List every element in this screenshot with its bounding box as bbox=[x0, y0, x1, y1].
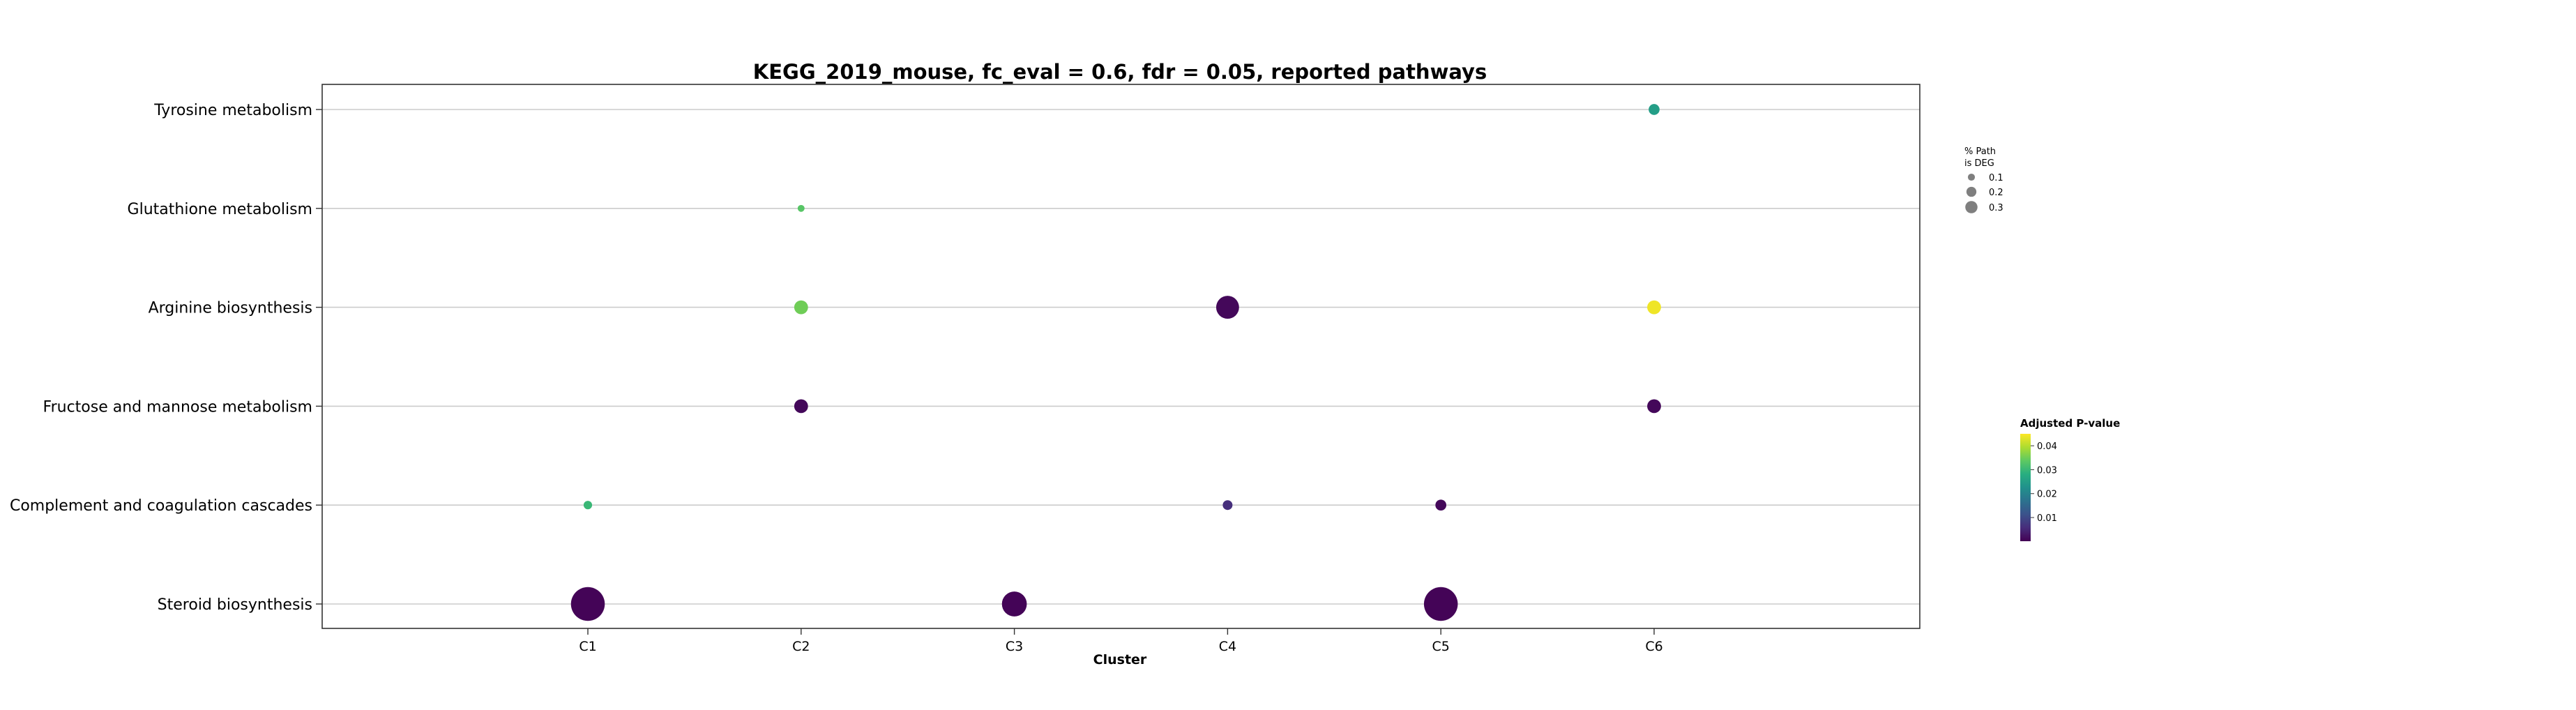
size-legend-label-3: 0.3 bbox=[1989, 203, 2003, 213]
size-legend-label-1: 0.1 bbox=[1989, 173, 2003, 183]
x-tick-labels: C1 C2 C3 C4 C5 C6 bbox=[579, 628, 1663, 654]
colorbar-tick-label-4: 0.04 bbox=[2037, 441, 2057, 452]
data-points bbox=[570, 104, 1661, 621]
x-tick-label-c6: C6 bbox=[1645, 639, 1662, 654]
size-legend-label-2: 0.2 bbox=[1989, 188, 2003, 198]
y-tick-label-tyrosine-metabolism: Tyrosine metabolism bbox=[153, 102, 312, 119]
size-legend: % Path is DEG 0.1 0.2 0.3 bbox=[1964, 146, 2003, 213]
point-fructose-and-mannose-metabolism-c6 bbox=[1647, 399, 1661, 414]
point-complement-and-coagulation-cascades-c5 bbox=[1435, 499, 1447, 511]
point-complement-and-coagulation-cascades-c1 bbox=[583, 501, 593, 510]
y-tick-label-steroid-biosynthesis: Steroid biosynthesis bbox=[158, 596, 312, 614]
y-tick-label-arginine-biosynthesis: Arginine biosynthesis bbox=[149, 300, 312, 317]
y-tick-label-fructose-and-mannose-metabolism: Fructose and mannose metabolism bbox=[43, 398, 312, 416]
gridlines bbox=[322, 109, 1920, 605]
x-tick-label-c3: C3 bbox=[1006, 639, 1023, 654]
y-tick-label-complement-and-coagulation-cascades: Complement and coagulation cascades bbox=[10, 497, 312, 515]
point-steroid-biosynthesis-c3 bbox=[1001, 591, 1027, 617]
size-legend-marker-1 bbox=[1967, 173, 1976, 181]
size-legend-title-line1: % Path bbox=[1964, 146, 1996, 157]
point-steroid-biosynthesis-c5 bbox=[1423, 587, 1458, 621]
y-tick-label-glutathione-metabolism: Glutathione metabolism bbox=[128, 201, 312, 218]
x-axis-label: Cluster bbox=[1093, 652, 1147, 667]
point-glutathione-metabolism-c2 bbox=[797, 204, 805, 212]
point-complement-and-coagulation-cascades-c4 bbox=[1222, 500, 1233, 511]
colorbar-title: Adjusted P-value bbox=[2020, 417, 2120, 430]
point-arginine-biosynthesis-c6 bbox=[1647, 300, 1661, 315]
x-tick-label-c5: C5 bbox=[1432, 639, 1450, 654]
colorbar-tick-label-1: 0.01 bbox=[2037, 513, 2057, 524]
point-steroid-biosynthesis-c1 bbox=[570, 587, 605, 621]
size-legend-title-line2: is DEG bbox=[1964, 158, 1994, 169]
size-legend-marker-3 bbox=[1965, 201, 1978, 213]
point-fructose-and-mannose-metabolism-c2 bbox=[794, 399, 808, 414]
colorbar-tick-label-2: 0.02 bbox=[2037, 490, 2057, 500]
point-arginine-biosynthesis-c2 bbox=[794, 300, 808, 315]
colorbar-tick-label-3: 0.03 bbox=[2037, 465, 2057, 476]
colorbar-gradient bbox=[2020, 434, 2031, 541]
chart-title: KEGG_2019_mouse, fc_eval = 0.6, fdr = 0.… bbox=[753, 60, 1487, 84]
plot-frame bbox=[321, 84, 1920, 629]
x-tick-label-c2: C2 bbox=[792, 639, 810, 654]
size-legend-marker-2 bbox=[1966, 186, 1977, 197]
x-tick-label-c4: C4 bbox=[1219, 639, 1236, 654]
y-tick-labels: Tyrosine metabolism Glutathione metabolis… bbox=[10, 102, 322, 614]
point-tyrosine-metabolism-c6 bbox=[1649, 104, 1660, 115]
x-tick-label-c1: C1 bbox=[579, 639, 596, 654]
colorbar: Adjusted P-value 0.01 0.02 0.03 0.04 bbox=[2020, 417, 2120, 541]
point-arginine-biosynthesis-c4 bbox=[1215, 296, 1239, 319]
